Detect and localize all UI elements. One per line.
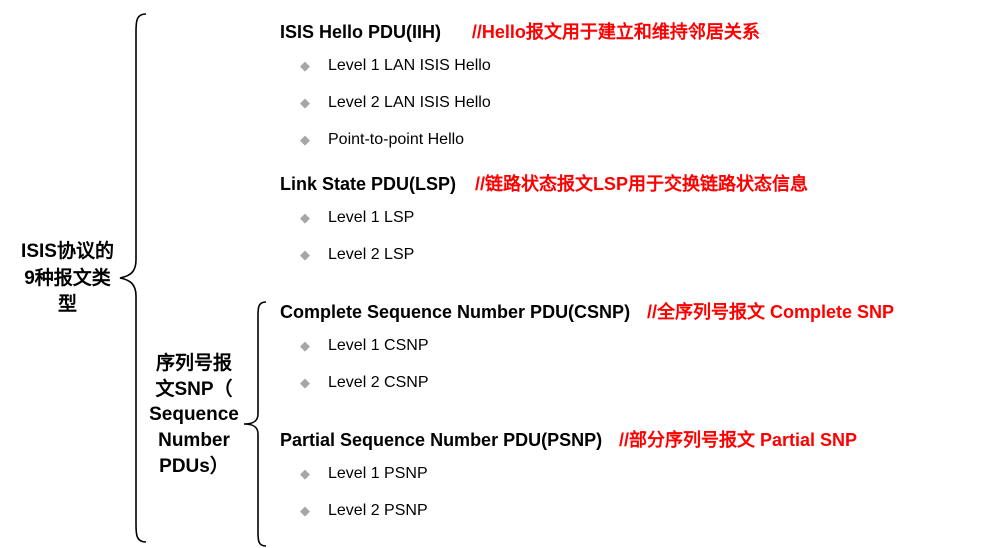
csnp-item-0: ◆ Level 1 CSNP xyxy=(300,337,429,355)
psnp-item-1-text: Level 2 PSNP xyxy=(328,502,428,520)
lsp-title-row: Link State PDU(LSP) //链路状态报文LSP用于交换链路状态信… xyxy=(280,170,808,196)
psnp-item-1: ◆ Level 2 PSNP xyxy=(300,502,428,520)
root-label: ISIS协议的 9种报文类 型 xyxy=(15,239,120,319)
root-label-l3: 型 xyxy=(58,294,77,315)
brace-snp xyxy=(244,302,266,546)
brace-main xyxy=(120,14,146,542)
lsp-item-0: ◆ Level 1 LSP xyxy=(300,209,414,227)
diamond-bullet-icon: ◆ xyxy=(300,95,310,111)
csnp-title-row: Complete Sequence Number PDU(CSNP) //全序列… xyxy=(280,298,894,324)
iih-item-1: ◆ Level 2 LAN ISIS Hello xyxy=(300,94,491,112)
iih-title: ISIS Hello PDU(IIH) xyxy=(280,22,441,42)
snp-l2: 文SNP（ xyxy=(155,379,232,400)
csnp-title: Complete Sequence Number PDU(CSNP) xyxy=(280,302,630,322)
root-label-l1: ISIS协议的 xyxy=(21,241,114,262)
diamond-bullet-icon: ◆ xyxy=(300,132,310,148)
lsp-item-1: ◆ Level 2 LSP xyxy=(300,246,414,264)
iih-item-0-text: Level 1 LAN ISIS Hello xyxy=(328,57,491,75)
psnp-comment: //部分序列号报文 Partial SNP xyxy=(619,430,857,450)
iih-comment: //Hello报文用于建立和维持邻居关系 xyxy=(472,22,760,42)
lsp-title: Link State PDU(LSP) xyxy=(280,174,456,194)
csnp-comment: //全序列号报文 Complete SNP xyxy=(647,302,894,322)
lsp-item-1-text: Level 2 LSP xyxy=(328,246,414,264)
iih-item-1-text: Level 2 LAN ISIS Hello xyxy=(328,94,491,112)
psnp-title-row: Partial Sequence Number PDU(PSNP) //部分序列… xyxy=(280,426,857,452)
iih-item-2: ◆ Point-to-point Hello xyxy=(300,131,464,149)
snp-l4: Number xyxy=(158,430,230,451)
psnp-title: Partial Sequence Number PDU(PSNP) xyxy=(280,430,602,450)
psnp-item-0-text: Level 1 PSNP xyxy=(328,465,428,483)
iih-item-0: ◆ Level 1 LAN ISIS Hello xyxy=(300,57,491,75)
snp-label: 序列号报 文SNP（ Sequence Number PDUs） xyxy=(144,351,244,479)
snp-l1: 序列号报 xyxy=(156,353,232,374)
csnp-item-1: ◆ Level 2 CSNP xyxy=(300,374,429,392)
iih-item-2-text: Point-to-point Hello xyxy=(328,131,464,149)
diamond-bullet-icon: ◆ xyxy=(300,247,310,263)
diamond-bullet-icon: ◆ xyxy=(300,210,310,226)
psnp-item-0: ◆ Level 1 PSNP xyxy=(300,465,428,483)
snp-l3: Sequence xyxy=(149,404,239,425)
lsp-item-0-text: Level 1 LSP xyxy=(328,209,414,227)
csnp-item-1-text: Level 2 CSNP xyxy=(328,374,429,392)
iih-title-row: ISIS Hello PDU(IIH) //Hello报文用于建立和维持邻居关系 xyxy=(280,18,760,44)
csnp-item-0-text: Level 1 CSNP xyxy=(328,337,429,355)
diamond-bullet-icon: ◆ xyxy=(300,466,310,482)
diamond-bullet-icon: ◆ xyxy=(300,338,310,354)
diamond-bullet-icon: ◆ xyxy=(300,375,310,391)
snp-l5: PDUs） xyxy=(159,456,229,477)
diamond-bullet-icon: ◆ xyxy=(300,58,310,74)
lsp-comment: //链路状态报文LSP用于交换链路状态信息 xyxy=(475,174,808,194)
diamond-bullet-icon: ◆ xyxy=(300,503,310,519)
root-label-l2: 9种报文类 xyxy=(24,268,111,289)
